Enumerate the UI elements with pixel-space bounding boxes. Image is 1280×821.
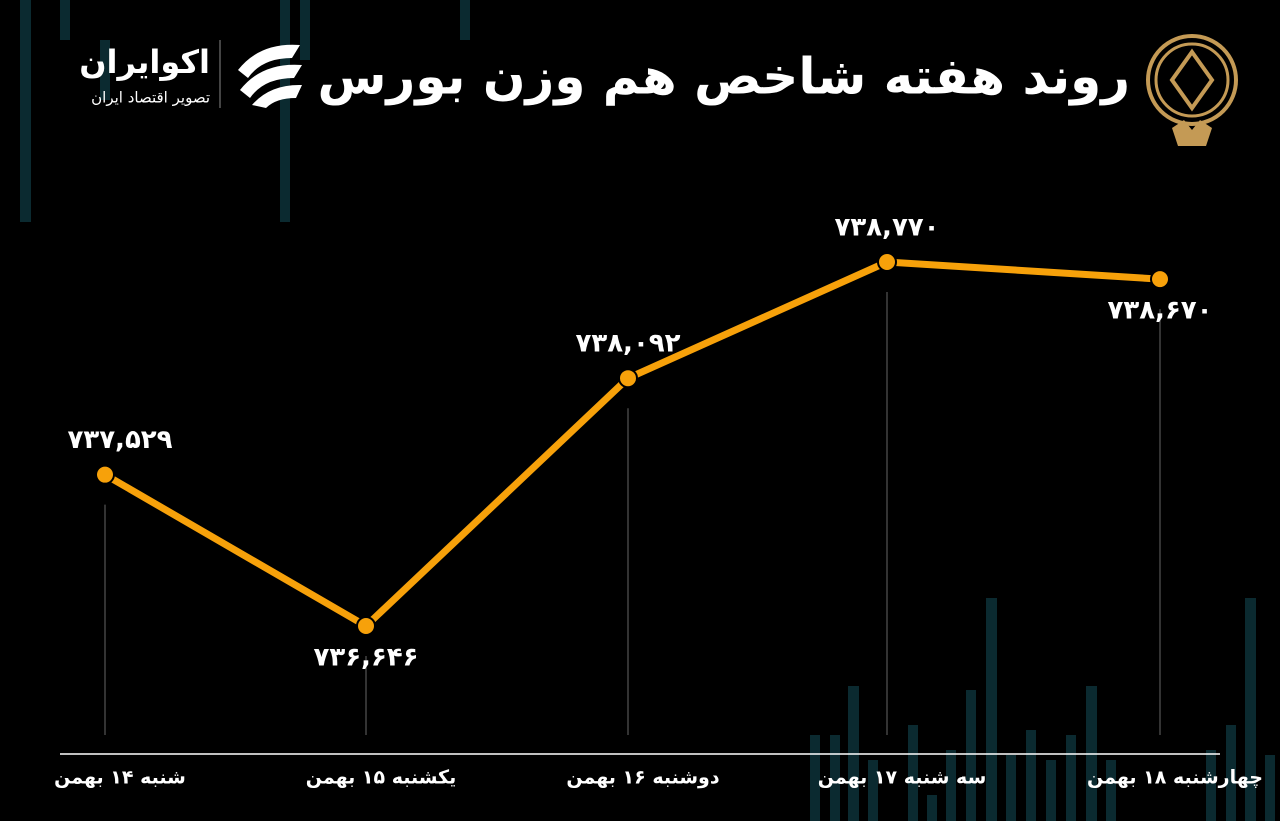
point bbox=[95, 464, 115, 485]
x-tick-label: دوشنبه ۱۶ بهمن bbox=[566, 767, 719, 789]
point bbox=[356, 616, 376, 636]
value-label: ۷۳۶,۶۴۶ bbox=[313, 643, 418, 673]
x-tick-label: شنبه ۱۴ بهمن bbox=[54, 767, 186, 789]
point bbox=[877, 252, 897, 272]
value-label: ۷۳۸,۶۷۰ bbox=[1107, 296, 1212, 326]
title: روند هفته شاخص هم وزن بورس bbox=[318, 48, 1130, 107]
value-label: ۷۳۷,۵۲۹ bbox=[67, 425, 172, 455]
point bbox=[1150, 269, 1170, 290]
value-label: ۷۳۸,۰۹۲ bbox=[575, 329, 680, 359]
value-label: ۷۳۸,۷۷۰ bbox=[834, 213, 939, 243]
x-tick-label: چهارشنبه ۱۸ بهمن bbox=[1087, 767, 1263, 789]
point bbox=[618, 368, 638, 389]
brand-logo bbox=[219, 40, 302, 108]
decoration bbox=[20, 0, 1275, 821]
x-tick-label: یکشنبه ۱۵ بهمن bbox=[306, 767, 457, 789]
x-tick-label: سه شنبه ۱۷ بهمن bbox=[818, 767, 987, 789]
brand-tagline: تصویر اقتصاد ایران bbox=[91, 89, 210, 107]
exchange-logo bbox=[1146, 34, 1238, 146]
brand-name: اکوایران bbox=[79, 43, 210, 81]
